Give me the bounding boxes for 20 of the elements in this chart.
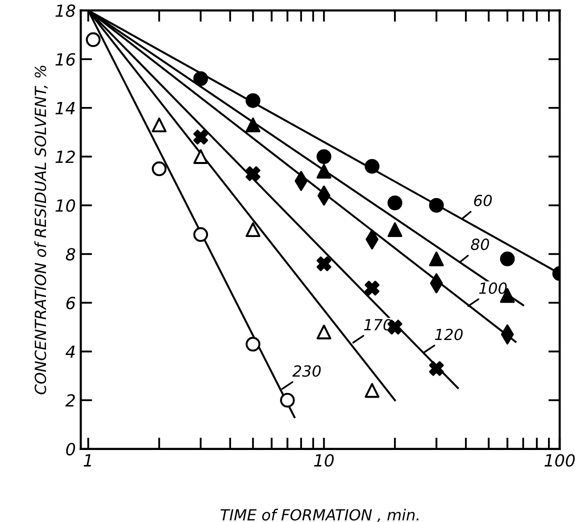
- y-tick-label: 2: [65, 394, 75, 407]
- y-tick-label: 10: [56, 199, 76, 212]
- x-axis-title: TIME of FORMATION , min.: [220, 508, 418, 522]
- y-tick-label: 0: [66, 442, 76, 456]
- x-tick-label: 10: [314, 454, 334, 467]
- x-tick-label: 100: [544, 454, 575, 467]
- y-tick-label: 14: [56, 102, 75, 114]
- y-tick-label: 16: [56, 53, 76, 66]
- y-tick-label: 6: [66, 296, 76, 310]
- annotation: 230: [292, 365, 321, 377]
- y-tick-label: 12: [56, 150, 75, 163]
- y-tick-label: 18: [56, 4, 76, 18]
- y-tick-label: 4: [66, 346, 75, 358]
- annotation: 100: [479, 282, 507, 294]
- annotation: 60: [474, 194, 492, 206]
- annotation: 120: [435, 328, 463, 340]
- annotation: 80: [470, 238, 490, 250]
- x-tick-label: 1: [84, 454, 91, 466]
- y-tick-label: 8: [66, 248, 76, 261]
- y-axis-title: CONCENTRATION of RESIDUAL SOLVENT, %: [34, 66, 48, 394]
